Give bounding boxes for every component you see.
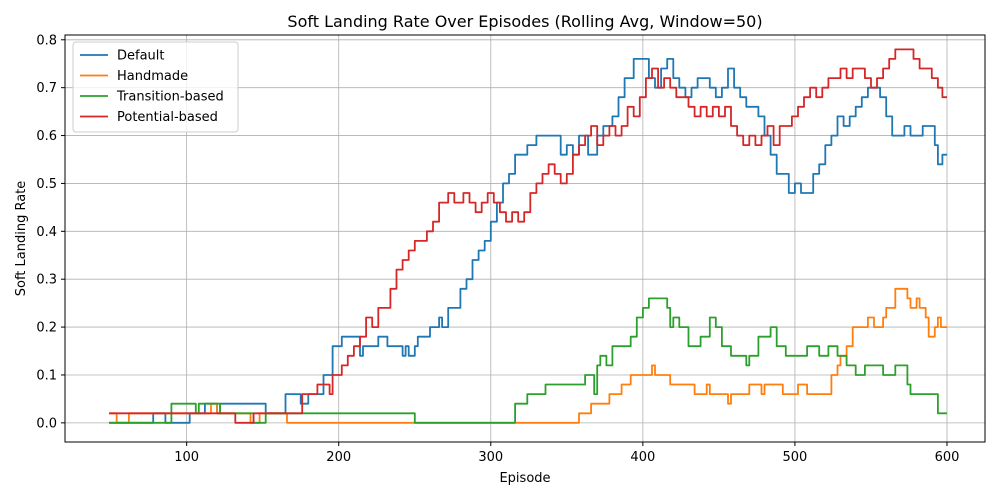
y-tick-label: 0.5 <box>36 177 57 192</box>
y-tick-label: 0.4 <box>36 225 57 240</box>
y-tick-label: 0.7 <box>36 81 57 96</box>
legend-box <box>72 41 239 133</box>
y-tick-label: 0.2 <box>36 321 57 336</box>
axis-ticks: 100 200 300 400 500 600 0.0 0.1 0.2 0.3 0.4 0.5 0.6 0… <box>36 33 959 465</box>
y-axis-label: Soft Landing Rate <box>14 181 29 297</box>
series-line-potential-based <box>109 48 947 424</box>
legend-label-potential-based: Potential-based <box>117 110 218 125</box>
grid <box>65 35 985 442</box>
legend-label-handmade: Handmade <box>117 69 188 84</box>
y-tick-label: 0.3 <box>36 273 57 288</box>
x-tick-label: 100 <box>174 450 199 465</box>
y-tick-label: 0.6 <box>36 129 57 144</box>
legend-label-default: Default <box>117 49 165 64</box>
x-axis-label: Episode <box>499 471 550 486</box>
y-tick-label: 0.8 <box>36 33 57 48</box>
x-tick-label: 500 <box>783 450 808 465</box>
x-tick-label: 600 <box>935 450 960 465</box>
series-lines <box>109 48 947 424</box>
chart-title: Soft Landing Rate Over Episodes (Rolling… <box>287 12 762 31</box>
y-tick-label: 0.0 <box>36 416 57 431</box>
x-tick-label: 400 <box>630 450 655 465</box>
plot-frame <box>64 34 986 443</box>
legend: Default Handmade Transition-based Potential… <box>72 41 239 133</box>
legend-label-transition-based: Transition-based <box>116 90 224 105</box>
x-tick-label: 200 <box>326 450 351 465</box>
x-tick-label: 300 <box>478 450 503 465</box>
y-tick-label: 0.1 <box>36 368 57 383</box>
series-line-transition-based <box>109 297 947 424</box>
